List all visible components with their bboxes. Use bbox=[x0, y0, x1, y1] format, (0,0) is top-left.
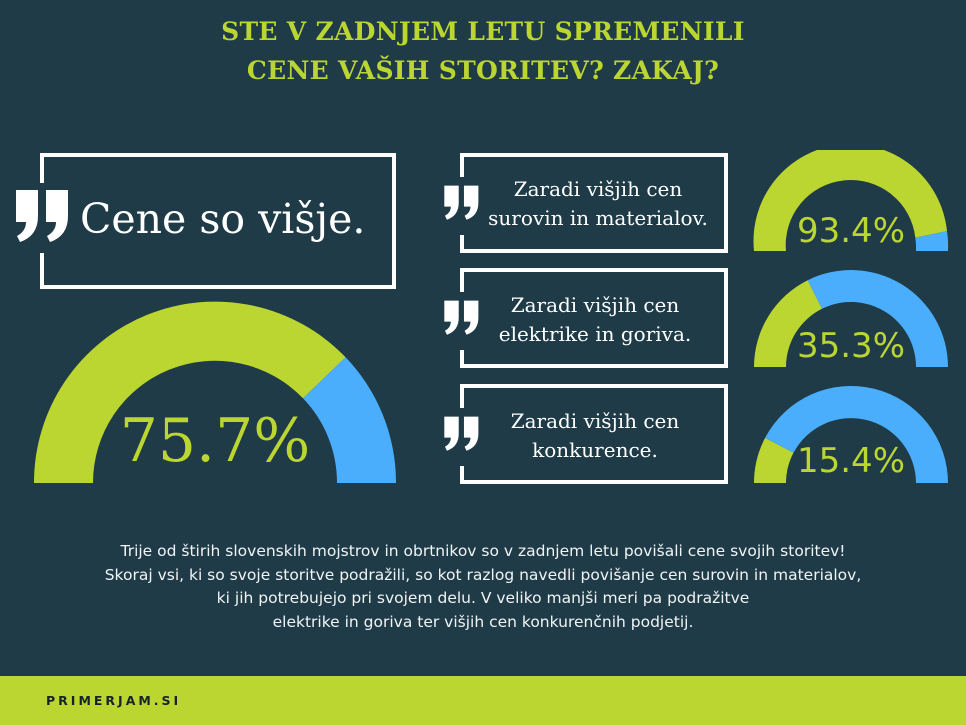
reason-2-line-1: Zaradi višjih cen bbox=[510, 293, 680, 317]
reason-gauge-3-value: 15.4% bbox=[796, 441, 905, 481]
brand-logo-text[interactable]: PRIMERJAM.SI bbox=[46, 693, 182, 708]
reason-2-line-2: elektrike in goriva. bbox=[498, 322, 692, 346]
main-statement: Cene so višje. bbox=[80, 195, 366, 243]
footer-bar: PRIMERJAM.SI bbox=[0, 676, 966, 725]
summary-line-4: elektrike in goriva ter višjih cen konku… bbox=[272, 612, 694, 631]
reason-text-3: Zaradi višjih cen konkurence. bbox=[475, 407, 715, 465]
reason-gauge-3 bbox=[754, 385, 948, 483]
summary-paragraph: Trije od štirih slovenskih mojstrov in o… bbox=[0, 540, 966, 634]
title-line-2: CENE VAŠIH STORITEV? ZAKAJ? bbox=[246, 56, 720, 85]
reason-gauge-1-value: 93.4% bbox=[796, 211, 905, 251]
closing-quote-icon bbox=[443, 183, 481, 221]
summary-line-1: Trije od štirih slovenskih mojstrov in o… bbox=[120, 542, 846, 560]
main-gauge-blue-segment bbox=[303, 357, 397, 483]
reason-3-line-2: konkurence. bbox=[532, 438, 658, 462]
reason-3-line-1: Zaradi višjih cen bbox=[510, 409, 680, 433]
reason-box-1 bbox=[458, 153, 728, 253]
summary-line-2: Skoraj vsi, ki so svoje storitve podraži… bbox=[104, 565, 862, 584]
closing-quote-icon bbox=[443, 298, 481, 336]
closing-quote-icon bbox=[14, 186, 72, 244]
page-title: STE V ZADNJEM LETU SPREMENILI CENE VAŠIH… bbox=[0, 12, 966, 90]
main-gauge-chart bbox=[33, 301, 397, 483]
main-gauge-green-segment bbox=[33, 301, 346, 483]
reason-text-1: Zaradi višjih cen surovin in materialov. bbox=[478, 175, 718, 233]
main-statement-box bbox=[38, 153, 396, 289]
reason-gauge-2-value: 35.3% bbox=[796, 326, 905, 366]
summary-line-3: ki jih potrebujejo pri svojem delu. V ve… bbox=[216, 589, 750, 607]
closing-quote-icon bbox=[443, 414, 481, 452]
main-gauge-value: 75.7% bbox=[119, 406, 311, 476]
reason-text-2: Zaradi višjih cen elektrike in goriva. bbox=[475, 291, 715, 349]
reason-1-line-2: surovin in materialov. bbox=[488, 206, 708, 230]
title-line-1: STE V ZADNJEM LETU SPREMENILI bbox=[221, 17, 745, 46]
reason-gauge-2 bbox=[754, 269, 948, 367]
reason-gauge-1 bbox=[753, 150, 949, 251]
reason-box-3 bbox=[458, 384, 728, 484]
reason-box-2 bbox=[458, 268, 728, 368]
reason-1-line-1: Zaradi višjih cen bbox=[513, 177, 683, 201]
